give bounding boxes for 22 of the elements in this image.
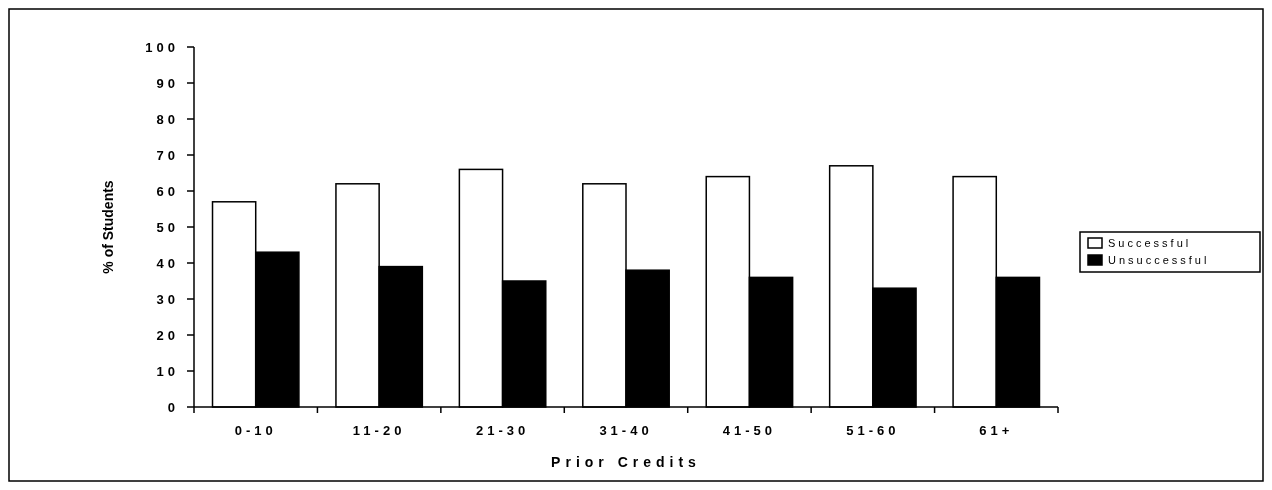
- y-tick-label: 30: [156, 291, 179, 307]
- y-tick-label: 100: [145, 39, 179, 55]
- x-axis-title: Prior Credits: [551, 454, 701, 470]
- y-tick-label: 90: [156, 75, 179, 91]
- x-tick-label: 61+: [979, 423, 1014, 438]
- y-tick-label: 40: [156, 255, 179, 271]
- y-tick-label: 50: [156, 219, 179, 235]
- x-tick-label: 41-50: [722, 423, 777, 438]
- y-tick-label: 60: [156, 183, 179, 199]
- legend-label: Unsuccessful: [1108, 253, 1210, 266]
- y-axis-title: % of Students: [100, 180, 116, 274]
- x-tick-label: 0-10: [234, 423, 277, 438]
- y-tick-label: 80: [156, 111, 179, 127]
- x-tick-label: 21-30: [475, 423, 530, 438]
- legend-label: Successful: [1108, 236, 1192, 249]
- y-tick-label: 70: [156, 147, 179, 163]
- x-tick-label: 11-20: [352, 423, 406, 438]
- y-tick-label: 10: [156, 363, 179, 379]
- x-tick-label: 31-40: [599, 423, 653, 438]
- y-tick-label: 0: [167, 399, 179, 415]
- x-tick-label: 51-60: [846, 423, 900, 438]
- y-tick-label: 20: [156, 327, 179, 343]
